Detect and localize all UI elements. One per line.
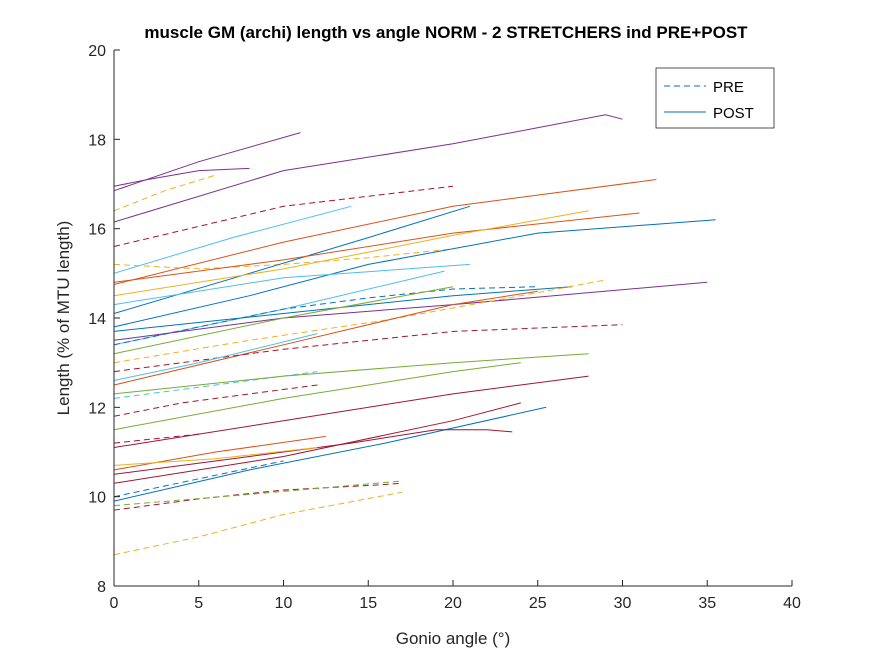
y-axis-label: Length (% of MTU length) [54,221,73,416]
series-line-33 [113,460,284,498]
series-line-35 [113,482,403,511]
x-tick-label: 15 [359,595,377,612]
series-line-15 [113,286,538,346]
series-line-25 [113,362,521,431]
series-line-36 [113,480,403,507]
x-tick-label: 30 [614,595,632,612]
legend: PRE POST [655,67,775,129]
series-line-3 [113,174,216,212]
series-line-30 [113,402,521,484]
series-line-17 [113,281,708,341]
series-line-16 [113,286,572,332]
series-line-34 [113,447,318,466]
series-line-6 [113,205,352,274]
series-line-22 [113,333,318,381]
x-tick-label: 10 [275,595,293,612]
series-line-8 [113,248,454,270]
legend-label-pre: PRE [713,79,744,96]
x-tick-label: 20 [444,595,462,612]
series-line-13 [113,263,470,306]
series-line-37 [113,491,403,556]
y-tick-label: 14 [88,311,106,328]
series-line-28 [113,433,199,444]
y-tick-label: 16 [88,222,106,239]
x-tick-label: 5 [194,595,203,612]
series-line-10 [113,212,640,283]
series-line-7 [113,179,657,285]
series-line-21 [113,324,623,373]
series-line-20 [113,290,538,386]
x-tick-label: 40 [783,595,801,612]
legend-box [655,67,775,129]
series-line-11 [113,210,589,297]
plot-area [114,50,792,586]
series-line-4 [113,114,623,223]
y-tick-layer: 8 10 12 14 16 18 20 [88,43,120,596]
x-tick-label: 35 [698,595,716,612]
series-line-32 [113,429,513,475]
series-line-26 [113,384,318,417]
series-line-2 [113,167,250,187]
series-line-5 [113,185,454,247]
y-tick-label: 10 [88,490,106,507]
y-tick-label: 20 [88,43,106,60]
legend-label-post: POST [713,105,754,122]
series-line-31 [113,435,326,471]
x-tick-layer: 0 5 10 15 20 25 30 35 40 [110,580,801,612]
series-layer [113,114,716,556]
x-tick-label: 25 [529,595,547,612]
y-tick-label: 18 [88,132,106,149]
series-line-12 [113,219,716,328]
series-line-24 [113,353,589,395]
y-tick-label: 8 [97,579,106,596]
series-line-29 [113,406,547,502]
series-line-19 [113,286,454,355]
x-tick-label: 0 [110,595,119,612]
y-tick-label: 12 [88,400,106,417]
x-axis-label: Gonio angle (°) [396,629,511,648]
chart-title: muscle GM (archi) length vs angle NORM -… [144,23,748,42]
